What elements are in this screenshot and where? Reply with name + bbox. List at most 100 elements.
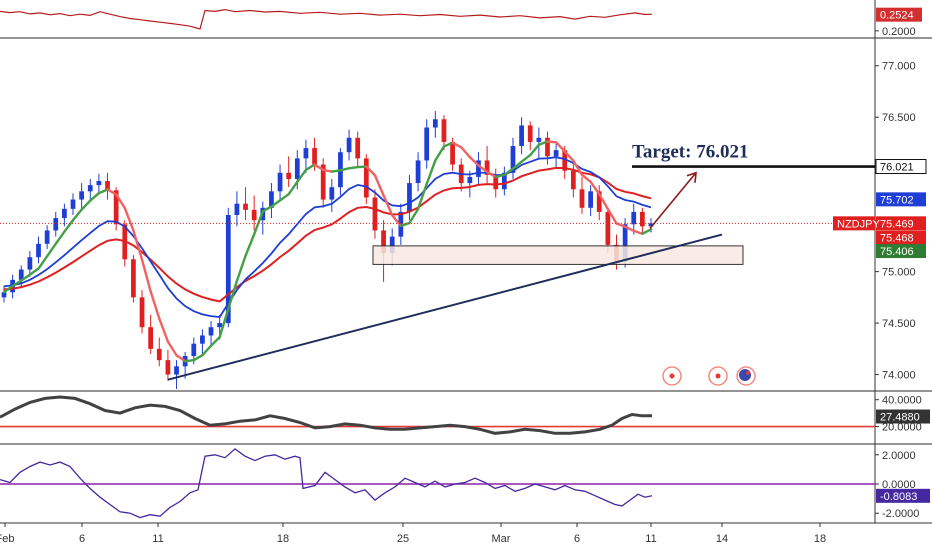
fast-moving-average-segment[interactable]	[563, 150, 575, 163]
candle[interactable]	[27, 257, 33, 270]
fast-moving-average-segment[interactable]	[615, 222, 627, 228]
fast-moving-average-segment[interactable]	[304, 163, 316, 172]
price-badge-background[interactable]	[876, 244, 926, 259]
candle[interactable]	[622, 224, 628, 262]
candle[interactable]	[372, 197, 378, 231]
candle[interactable]	[96, 181, 102, 186]
candle[interactable]	[243, 203, 248, 210]
candle[interactable]	[200, 335, 205, 344]
candle[interactable]	[329, 187, 335, 200]
candle[interactable]	[165, 360, 171, 375]
price-badge-background[interactable]	[876, 216, 926, 231]
candle[interactable]	[251, 209, 257, 221]
price-badge-background[interactable]	[875, 159, 927, 175]
candle[interactable]	[346, 137, 352, 153]
fast-moving-average-segment[interactable]	[537, 140, 549, 146]
fast-moving-average-segment[interactable]	[434, 145, 446, 162]
candle[interactable]	[269, 191, 274, 208]
candle[interactable]	[424, 127, 430, 161]
candle[interactable]	[1, 292, 7, 298]
fast-moving-average-segment[interactable]	[503, 167, 515, 177]
candle[interactable]	[484, 160, 490, 175]
candle[interactable]	[415, 160, 421, 184]
fast-moving-average-segment[interactable]	[520, 153, 532, 163]
candle[interactable]	[208, 327, 214, 336]
candle[interactable]	[536, 137, 542, 142]
fast-moving-average-segment[interactable]	[606, 207, 618, 225]
fast-moving-average-segment[interactable]	[485, 170, 497, 179]
symbol-badge-background[interactable]	[833, 216, 875, 231]
fast-moving-average-segment[interactable]	[278, 193, 290, 202]
candle[interactable]	[36, 243, 41, 258]
candle[interactable]	[553, 150, 559, 157]
candle[interactable]	[527, 125, 533, 142]
price-badge[interactable]: 75.406	[880, 246, 914, 258]
candle[interactable]	[148, 327, 154, 349]
candle[interactable]	[53, 218, 59, 231]
fast-moving-average-segment[interactable]	[296, 168, 308, 184]
fast-moving-average-segment[interactable]	[28, 267, 40, 276]
candle[interactable]	[131, 259, 136, 298]
price-badge-background[interactable]	[876, 230, 926, 245]
candle[interactable]	[320, 164, 326, 200]
top-indicator-value-badge-background[interactable]	[876, 7, 922, 22]
candle[interactable]	[312, 148, 317, 165]
top-indicator-panel[interactable]	[0, 8, 653, 30]
fast-moving-average-segment[interactable]	[183, 358, 195, 363]
fast-moving-average-segment[interactable]	[554, 141, 566, 153]
fast-moving-average-segment[interactable]	[589, 180, 601, 196]
fast-moving-average-segment[interactable]	[114, 193, 126, 210]
candle[interactable]	[605, 211, 611, 245]
candle[interactable]	[631, 211, 637, 225]
fast-moving-average-segment[interactable]	[347, 165, 359, 170]
candle[interactable]	[476, 160, 481, 177]
candle[interactable]	[191, 343, 197, 357]
candle[interactable]	[450, 141, 455, 165]
candle[interactable]	[381, 230, 386, 254]
fast-moving-average-segment[interactable]	[158, 317, 170, 343]
fast-moving-average-segment[interactable]	[209, 335, 221, 347]
top-indicator-value-badge[interactable]: 0.2524	[880, 10, 914, 22]
fast-moving-average-segment[interactable]	[123, 206, 135, 232]
candle[interactable]	[277, 172, 283, 192]
fast-moving-average-segment[interactable]	[227, 279, 239, 311]
candle[interactable]	[87, 185, 93, 192]
price-badge[interactable]: 76.021	[880, 162, 914, 174]
fast-moving-average-segment[interactable]	[330, 169, 342, 173]
candle[interactable]	[640, 211, 645, 227]
fast-moving-average-segment[interactable]	[270, 199, 282, 208]
fast-moving-average-segment[interactable]	[442, 141, 454, 148]
fast-moving-average-segment[interactable]	[54, 230, 66, 246]
candle[interactable]	[139, 297, 145, 328]
fast-moving-average-segment[interactable]	[106, 188, 118, 196]
candle[interactable]	[286, 172, 292, 179]
fast-moving-average-segment[interactable]	[641, 228, 653, 235]
fast-moving-average-segment[interactable]	[261, 205, 273, 213]
top-indicator-line[interactable]	[0, 8, 653, 30]
candle[interactable]	[562, 150, 568, 171]
medium-moving-average-line[interactable]	[3, 156, 652, 318]
candle[interactable]	[467, 176, 473, 184]
price-axis[interactable]: 0.200077.00076.50076.00075.50075.00074.5…	[833, 7, 930, 521]
candle[interactable]	[519, 125, 524, 147]
time-axis[interactable]: Feb 6 11 18 25 Mar 6 11 14 18	[0, 523, 826, 545]
fast-moving-average-segment[interactable]	[166, 340, 178, 357]
fast-moving-average-segment[interactable]	[494, 173, 506, 179]
price-badge[interactable]: 75.469	[880, 218, 914, 230]
candle[interactable]	[156, 348, 162, 361]
price-badge[interactable]: 75.702	[880, 194, 914, 206]
candle[interactable]	[355, 137, 361, 159]
candle[interactable]	[363, 158, 369, 198]
candle[interactable]	[389, 236, 395, 254]
candle[interactable]	[79, 191, 85, 200]
candle[interactable]	[510, 146, 516, 173]
fast-moving-average-segment[interactable]	[313, 163, 325, 172]
fast-moving-average-segment[interactable]	[97, 188, 109, 195]
projection-arrow[interactable]	[649, 172, 697, 229]
fast-moving-average-segment[interactable]	[546, 140, 558, 144]
fast-moving-average-segment[interactable]	[468, 155, 480, 167]
candle[interactable]	[217, 323, 223, 328]
fast-moving-average-segment[interactable]	[451, 141, 463, 149]
fast-moving-average-segment[interactable]	[580, 173, 592, 184]
